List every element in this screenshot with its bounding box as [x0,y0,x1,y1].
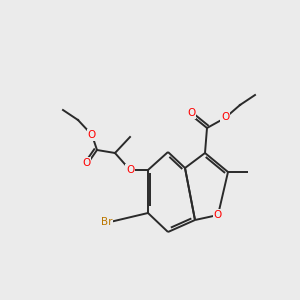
Text: O: O [187,109,195,118]
Text: O: O [221,112,229,122]
Text: O: O [214,210,222,220]
Text: O: O [82,158,91,168]
Text: O: O [88,130,96,140]
Text: O: O [126,165,134,175]
Text: Br: Br [101,217,113,227]
